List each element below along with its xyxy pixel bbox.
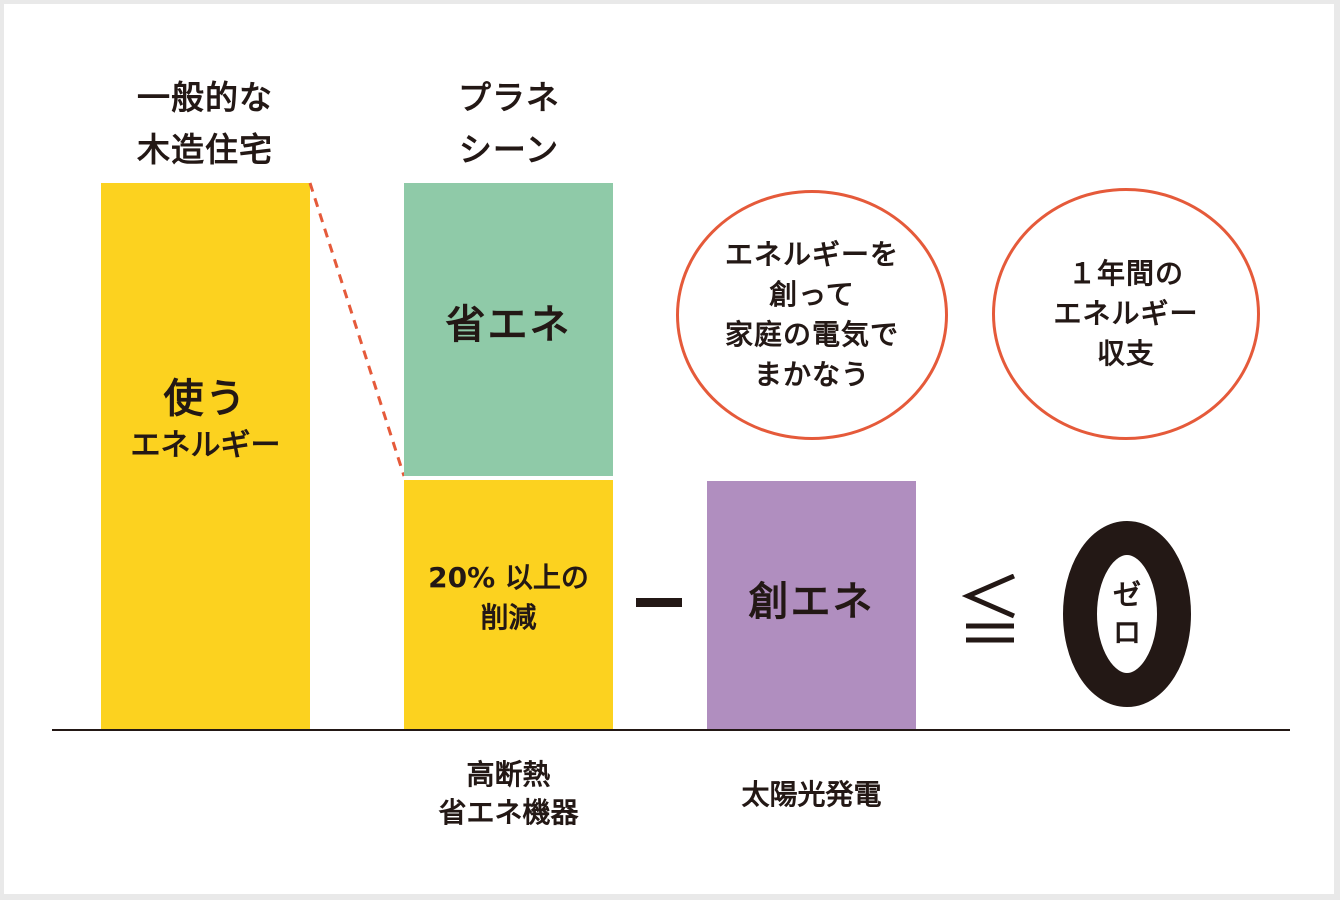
energy-use-title: 使う xyxy=(163,376,248,422)
solar-power-label: 太陽光発電 xyxy=(741,778,882,811)
energy-creation-circle: エネルギーを 創って 家庭の電気で まかなう xyxy=(676,190,948,440)
leq-angle xyxy=(962,574,1015,619)
zero-mark: ゼ ロ xyxy=(1062,510,1200,718)
general-heading-line2: 木造住宅 xyxy=(137,130,273,169)
leq-operator xyxy=(962,574,1015,643)
planesheen-foot-line1: 高断熱 xyxy=(466,758,551,791)
energy-saving-bar: 省エネ xyxy=(404,183,613,476)
planesheen-heading: プラネ シーン xyxy=(404,72,614,176)
energy-saving-label: 省エネ xyxy=(445,301,572,348)
baseline xyxy=(52,729,1290,731)
reduction-dashed-line xyxy=(308,182,406,477)
zero-sub-char2: ロ xyxy=(1112,616,1141,649)
energy-creation-bar: 創エネ xyxy=(707,481,916,729)
energy-use-subtitle: エネルギー xyxy=(130,428,281,463)
creation-circle-line1: エネルギーを xyxy=(724,238,899,271)
diagram-canvas: 一般的な 木造住宅 使う エネルギー プラネ シーン 省エネ 20% 以上の 削… xyxy=(4,4,1334,894)
balance-circle-line3: 収支 xyxy=(1096,337,1155,370)
planesheen-heading-line2: シーン xyxy=(458,130,560,169)
balance-circle-line2: エネルギー xyxy=(1053,297,1199,330)
creation-circle-line2: 創って xyxy=(769,278,855,311)
planesheen-heading-line1: プラネ xyxy=(458,78,560,117)
reduction-line2: 削減 xyxy=(480,600,537,634)
balance-circle-line1: １年間の xyxy=(1067,257,1184,290)
reduction-bar: 20% 以上の 削減 xyxy=(404,480,613,729)
zero-sub-char1: ゼ xyxy=(1112,578,1141,611)
energy-creation-label: 創エネ xyxy=(748,579,875,625)
zero-ring xyxy=(1063,521,1191,707)
zero-sub-label: ゼ ロ xyxy=(1102,574,1152,654)
creation-circle-line3: 家庭の電気で xyxy=(724,318,899,351)
general-house-heading: 一般的な 木造住宅 xyxy=(100,72,310,176)
energy-use-bar: 使う エネルギー xyxy=(101,183,310,729)
annual-balance-circle: １年間の エネルギー 収支 xyxy=(992,188,1260,440)
planesheen-foot-label: 高断熱 省エネ機器 xyxy=(404,756,613,832)
reduction-line1: 20% 以上の xyxy=(428,560,589,594)
planesheen-foot-line2: 省エネ機器 xyxy=(438,796,579,829)
minus-operator xyxy=(636,598,682,607)
reduction-dashed-line-path xyxy=(308,182,406,477)
general-heading-line1: 一般的な xyxy=(137,78,273,117)
creation-circle-line4: まかなう xyxy=(753,358,870,391)
